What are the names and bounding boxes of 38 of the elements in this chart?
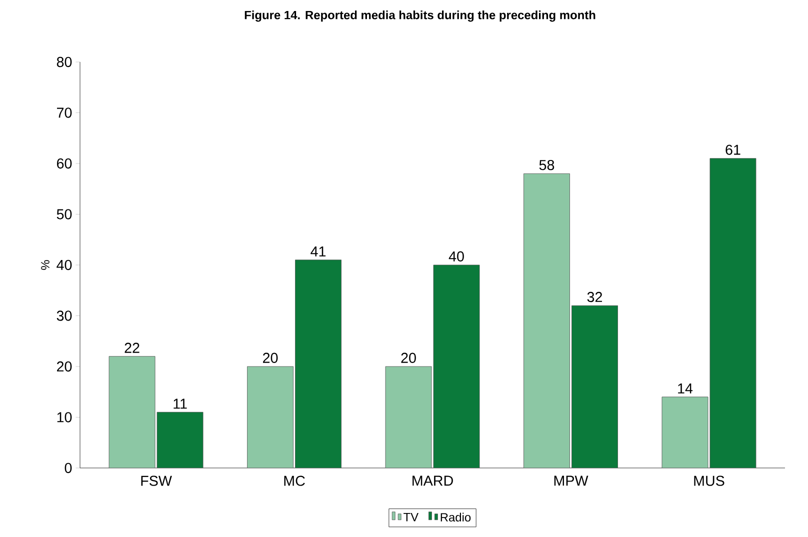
data-label: 41 bbox=[310, 246, 326, 256]
data-label: 20 bbox=[401, 352, 416, 363]
bar bbox=[156, 412, 204, 468]
y-axis-title: % bbox=[41, 260, 50, 270]
data-label: 20 bbox=[263, 352, 278, 363]
bar bbox=[572, 305, 618, 468]
bar bbox=[433, 264, 480, 468]
y-tick-label: 60 bbox=[57, 158, 72, 169]
legend-label: TV bbox=[404, 512, 418, 522]
data-label: 58 bbox=[539, 160, 554, 170]
legend-label: Radio bbox=[440, 512, 471, 522]
bar bbox=[385, 366, 432, 468]
x-tick-label: MPW bbox=[554, 476, 588, 486]
bar bbox=[524, 173, 570, 468]
chart-title: Figure 14. Reported media habits during the preceding month bbox=[244, 10, 596, 22]
bar bbox=[710, 158, 756, 468]
data-label: 11 bbox=[174, 398, 187, 409]
bar bbox=[295, 260, 342, 468]
y-tick-label: 30 bbox=[56, 310, 72, 321]
y-tick-label: 10 bbox=[57, 412, 72, 422]
data-label: 22 bbox=[124, 342, 140, 353]
data-label: 32 bbox=[587, 292, 602, 302]
y-tick-label: 20 bbox=[57, 361, 72, 372]
x-tick-label: MARD bbox=[412, 476, 453, 486]
data-label: 61 bbox=[726, 144, 740, 155]
y-tick-label: 70 bbox=[57, 108, 72, 118]
data-label: 14 bbox=[678, 384, 693, 394]
y-tick-label: 50 bbox=[56, 209, 72, 220]
y-tick-label: 0 bbox=[64, 462, 72, 474]
y-tick-label: 40 bbox=[56, 260, 72, 270]
x-tick-label: MC bbox=[284, 476, 305, 486]
x-tick-label: MUS bbox=[694, 476, 724, 486]
bar bbox=[247, 366, 294, 468]
y-tick-label: 80 bbox=[56, 56, 72, 68]
bar bbox=[662, 396, 708, 468]
data-label: 40 bbox=[448, 251, 464, 262]
x-tick-label: FSW bbox=[141, 476, 172, 486]
bar bbox=[108, 356, 156, 468]
